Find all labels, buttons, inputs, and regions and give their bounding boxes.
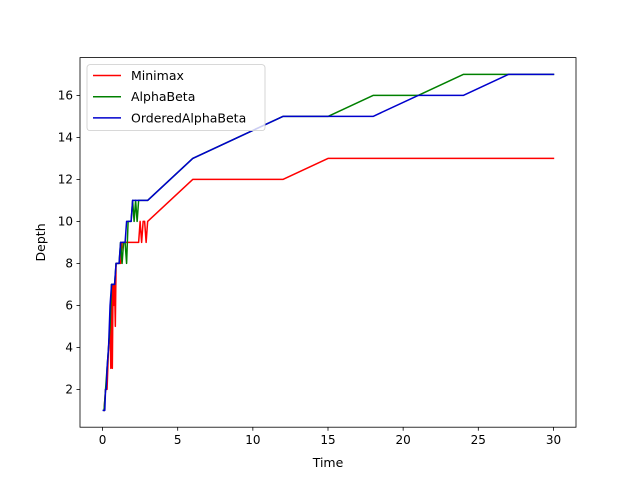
series-layer	[102, 73, 555, 412]
x-tick-label: 20	[396, 433, 411, 447]
y-tick-label: 16	[58, 89, 73, 103]
x-tick-label: 10	[245, 433, 260, 447]
legend-label-alphabeta: AlphaBeta	[131, 89, 195, 104]
x-tick-label: 0	[99, 433, 107, 447]
legend-label-minimax: Minimax	[131, 68, 184, 83]
x-tick-label: 5	[174, 433, 182, 447]
series-line-orderedalphabeta	[102, 73, 555, 412]
y-tick-label: 14	[58, 131, 73, 145]
legend: Minimax AlphaBeta OrderedAlphaBeta	[86, 64, 266, 131]
y-tick-label: 2	[65, 383, 73, 397]
y-tick-label: 12	[58, 173, 73, 187]
x-axis-label: Time	[312, 455, 344, 470]
y-tick-label: 6	[65, 299, 73, 313]
legend-box	[86, 64, 266, 131]
y-axis-label: Depth	[33, 223, 48, 261]
y-axis: 2 4 6 8 10 12 14 16	[58, 89, 80, 397]
x-tick-label: 15	[320, 433, 335, 447]
y-tick-label: 10	[58, 215, 73, 229]
legend-label-orderedalphabeta: OrderedAlphaBeta	[131, 110, 246, 125]
x-tick-label: 25	[471, 433, 486, 447]
y-tick-label: 8	[65, 257, 73, 271]
x-axis: 0 5 10 15 20 25 30	[99, 427, 561, 447]
y-tick-label: 4	[65, 341, 73, 355]
x-tick-label: 30	[546, 433, 561, 447]
